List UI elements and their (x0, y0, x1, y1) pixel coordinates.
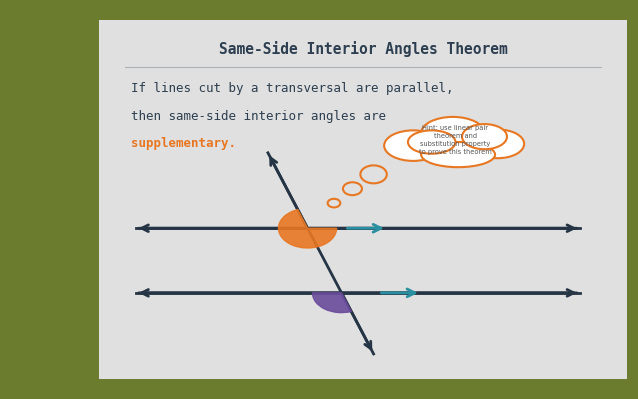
Text: If lines cut by a transversal are parallel,: If lines cut by a transversal are parall… (131, 82, 453, 95)
Text: Hint: use linear pair
theorem and
substitution property
to prove this theorem: Hint: use linear pair theorem and substi… (419, 125, 492, 155)
Text: Same-Side Interior Angles Theorem: Same-Side Interior Angles Theorem (219, 41, 507, 57)
Ellipse shape (471, 129, 524, 158)
Ellipse shape (421, 142, 495, 167)
Wedge shape (313, 293, 352, 312)
Text: supplementary.: supplementary. (131, 137, 235, 150)
Text: then same-side interior angles are: then same-side interior angles are (131, 111, 385, 123)
FancyBboxPatch shape (91, 15, 635, 385)
Wedge shape (279, 209, 337, 248)
Text: Theorem: Theorem (23, 96, 65, 303)
Ellipse shape (462, 124, 507, 149)
Ellipse shape (384, 130, 442, 161)
Ellipse shape (408, 130, 456, 154)
Ellipse shape (421, 117, 484, 149)
